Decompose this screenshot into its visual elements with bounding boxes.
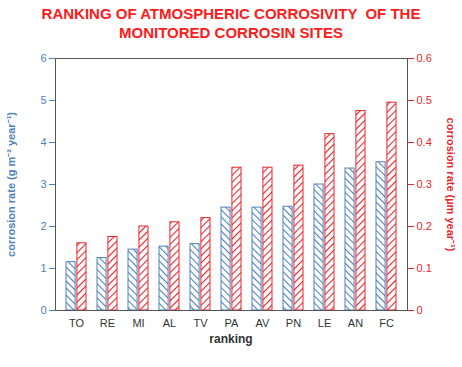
svg-text:5: 5	[40, 94, 46, 106]
svg-text:0.4: 0.4	[417, 136, 432, 148]
svg-text:3: 3	[40, 178, 46, 190]
svg-text:0: 0	[417, 304, 423, 316]
svg-text:AV: AV	[256, 317, 271, 329]
svg-text:PN: PN	[286, 317, 301, 329]
html-text:ranking: ranking	[209, 332, 253, 346]
html-text:RANKING OF ATMOSPHERIC CORROSI: RANKING OF ATMOSPHERIC CORROSIVITY OF TH…	[41, 5, 425, 41]
svg-text:2: 2	[40, 220, 46, 232]
svg-text:MI: MI	[132, 317, 144, 329]
svg-text:TO: TO	[69, 317, 85, 329]
svg-text:PA: PA	[225, 317, 240, 329]
svg-text:0.5: 0.5	[417, 94, 432, 106]
svg-text:0.1: 0.1	[417, 262, 432, 274]
svg-text:4: 4	[40, 136, 46, 148]
html-text:corrosion rate (µm year⁻¹): corrosion rate (µm year⁻¹)	[445, 117, 458, 251]
svg-text:0.6: 0.6	[417, 52, 432, 64]
svg-text:FC: FC	[379, 317, 394, 329]
svg-text:0.3: 0.3	[417, 178, 432, 190]
svg-text:TV: TV	[193, 317, 208, 329]
svg-text:6: 6	[40, 52, 46, 64]
html-text:corrosion rate (g m⁻² year⁻¹): corrosion rate (g m⁻² year⁻¹)	[4, 111, 17, 257]
svg-text:0: 0	[40, 304, 46, 316]
svg-text:LE: LE	[318, 317, 331, 329]
svg-text:AN: AN	[348, 317, 363, 329]
svg-text:0.2: 0.2	[417, 220, 432, 232]
svg-text:RE: RE	[100, 317, 115, 329]
svg-text:1: 1	[40, 262, 46, 274]
svg-text:AL: AL	[163, 317, 176, 329]
